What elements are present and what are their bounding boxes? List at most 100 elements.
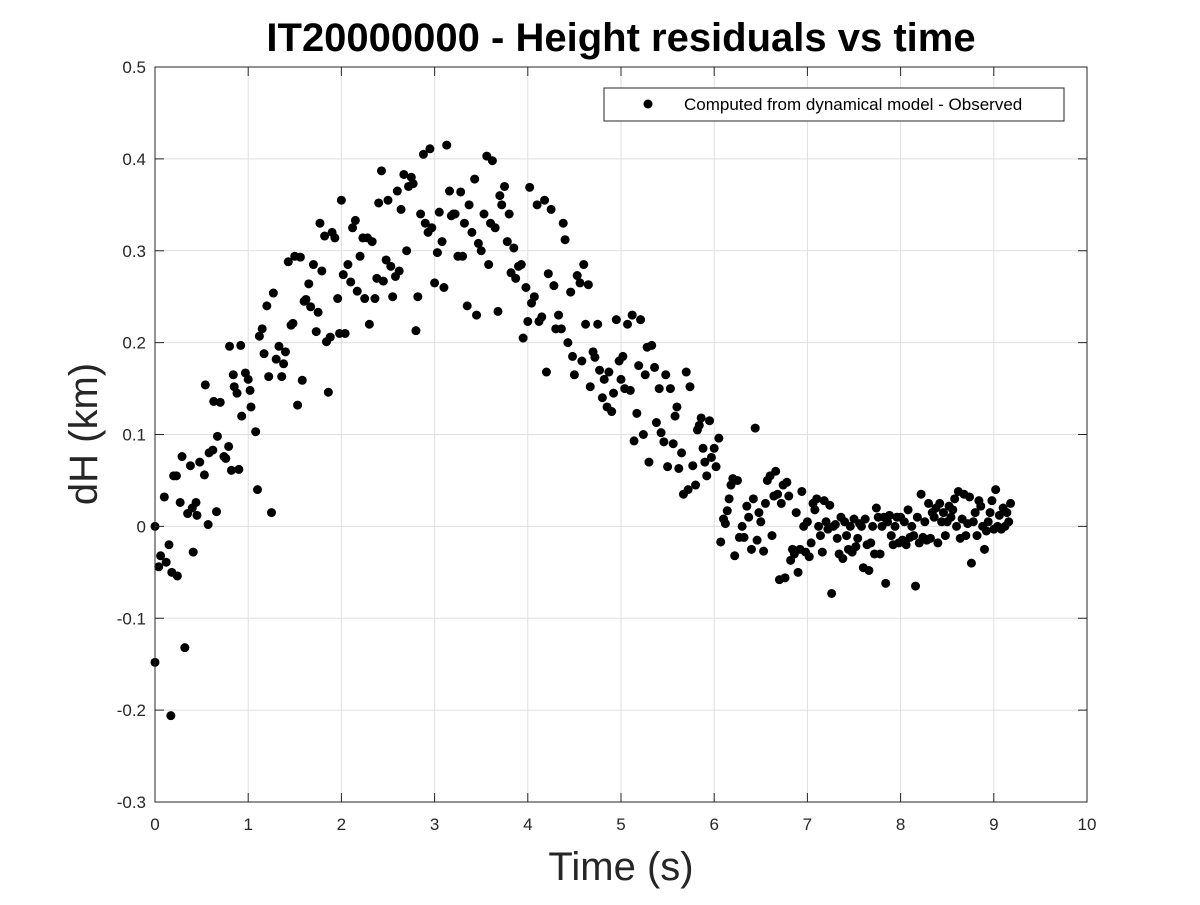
x-tick-label: 3: [430, 815, 439, 834]
data-point: [672, 402, 682, 412]
data-point: [346, 277, 356, 287]
legend-box: [603, 87, 1065, 122]
data-point: [950, 494, 960, 504]
data-point: [881, 578, 891, 588]
data-point: [981, 526, 991, 536]
data-point: [439, 283, 449, 292]
data-point: [907, 521, 917, 531]
data-point: [376, 166, 386, 176]
data-point: [164, 540, 174, 550]
data-point: [901, 540, 911, 550]
x-tick-label: 0: [150, 815, 159, 834]
data-point: [972, 531, 982, 541]
data-point: [976, 501, 986, 511]
data-point: [782, 477, 792, 487]
data-point: [546, 204, 556, 214]
data-point: [970, 508, 980, 518]
data-point: [812, 494, 822, 504]
data-point: [420, 218, 430, 228]
data-point: [529, 292, 539, 302]
data-point: [185, 461, 195, 471]
data-point: [523, 316, 533, 326]
data-point: [593, 319, 603, 329]
data-point: [714, 433, 724, 443]
data-point: [192, 510, 202, 520]
data-point: [464, 200, 474, 210]
data-point: [711, 462, 721, 472]
data-point: [518, 333, 528, 343]
data-point: [890, 521, 900, 531]
data-point: [563, 338, 573, 348]
data-point: [450, 209, 460, 219]
data-point: [180, 643, 190, 653]
data-point: [860, 514, 870, 524]
data-point: [315, 218, 325, 228]
data-point: [364, 319, 374, 329]
data-point: [343, 260, 353, 270]
data-point: [1002, 508, 1012, 518]
data-point: [677, 448, 687, 458]
data-point: [543, 269, 553, 279]
data-point: [791, 508, 801, 518]
data-point: [694, 420, 704, 430]
data-point: [467, 227, 477, 237]
data-point: [434, 207, 444, 217]
data-point: [336, 195, 346, 205]
data-point: [490, 223, 500, 233]
data-point: [568, 351, 578, 361]
data-point: [979, 544, 989, 554]
data-point: [572, 271, 582, 281]
x-tick-label: 2: [337, 815, 346, 834]
data-point: [277, 372, 287, 382]
data-point: [604, 367, 614, 377]
data-point: [742, 501, 752, 511]
data-point: [866, 538, 876, 548]
data-point: [267, 508, 276, 518]
data-points: [150, 140, 1016, 721]
data-point: [472, 310, 482, 320]
data-point: [161, 557, 171, 567]
data-point: [616, 374, 626, 384]
data-point: [748, 494, 758, 504]
data-point: [611, 315, 621, 325]
data-point: [674, 463, 684, 473]
data-point: [236, 340, 246, 350]
data-point: [916, 489, 926, 499]
data-point: [814, 521, 824, 531]
x-tick-label: 4: [523, 815, 532, 834]
data-point: [497, 200, 507, 210]
data-point: [525, 182, 535, 192]
data-point: [797, 486, 807, 496]
data-point: [607, 407, 617, 417]
data-point: [226, 465, 236, 475]
data-point: [280, 347, 290, 357]
data-point: [306, 302, 316, 312]
data-point: [884, 510, 894, 520]
data-point: [367, 237, 377, 247]
data-point: [925, 533, 935, 543]
data-point: [933, 538, 943, 548]
data-point: [355, 251, 365, 261]
data-point: [722, 506, 732, 516]
data-point: [938, 508, 948, 518]
data-point: [495, 191, 505, 201]
chart-title: IT20000000 - Height residuals vs time: [266, 16, 975, 60]
data-point: [784, 491, 794, 501]
data-point: [350, 215, 360, 225]
data-point: [585, 382, 595, 392]
data-point: [845, 521, 855, 531]
data-point: [177, 452, 187, 462]
data-point: [912, 512, 922, 522]
ticks: [154, 66, 1088, 803]
data-point: [663, 462, 673, 472]
data-point: [705, 416, 715, 426]
data-point: [511, 273, 521, 283]
data-point: [706, 452, 716, 462]
data-point: [154, 562, 164, 572]
data-point: [853, 533, 863, 543]
data-point: [696, 413, 706, 423]
data-point: [257, 324, 267, 334]
data-point: [1004, 517, 1014, 527]
data-point: [583, 280, 593, 290]
data-point: [640, 370, 650, 380]
